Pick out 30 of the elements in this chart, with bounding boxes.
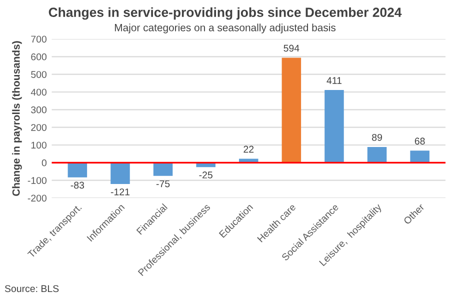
bar bbox=[68, 162, 88, 178]
y-axis-title: Change in payrolls (thousands) bbox=[12, 41, 22, 196]
data-label: -75 bbox=[156, 180, 170, 188]
chart-subtitle: Major categories on a seasonally adjusted basis bbox=[114, 24, 336, 34]
bar bbox=[110, 162, 130, 184]
bar bbox=[282, 58, 302, 163]
data-label: -25 bbox=[199, 172, 212, 178]
y-tick-label: 0 bbox=[42, 159, 47, 166]
y-tick-label: 200 bbox=[31, 124, 47, 131]
chart-title: Changes in service-providing jobs since December 2024 bbox=[48, 7, 402, 20]
bar bbox=[153, 162, 173, 176]
bar bbox=[324, 90, 344, 163]
y-tick-label: 500 bbox=[31, 71, 47, 78]
y-tick-label: 600 bbox=[31, 53, 47, 60]
data-label: 22 bbox=[244, 146, 254, 153]
source-note: Source: BLS bbox=[4, 285, 59, 292]
bar bbox=[367, 146, 387, 163]
data-label: 68 bbox=[414, 138, 425, 145]
data-label: -121 bbox=[110, 188, 130, 196]
y-tick-label: -200 bbox=[28, 194, 47, 202]
y-tick-label: 400 bbox=[30, 88, 47, 96]
data-label: 89 bbox=[372, 134, 382, 141]
data-label: 594 bbox=[284, 44, 300, 52]
data-label: -83 bbox=[70, 182, 84, 189]
y-tick-label: 300 bbox=[31, 106, 47, 114]
y-tick-label: -100 bbox=[28, 177, 47, 184]
bar bbox=[410, 150, 430, 163]
y-tick-label: 100 bbox=[31, 142, 47, 149]
data-label: 411 bbox=[326, 77, 342, 84]
y-tick-label: 700 bbox=[31, 36, 47, 43]
